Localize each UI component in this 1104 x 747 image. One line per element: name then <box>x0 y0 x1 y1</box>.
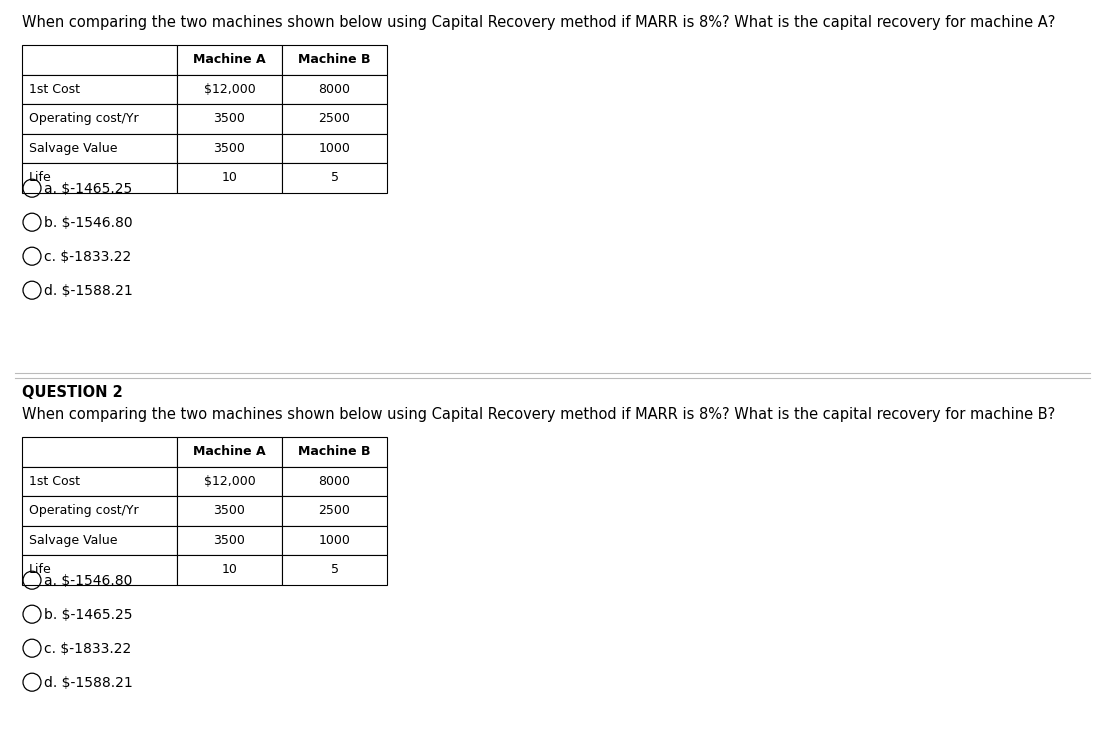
Text: c. $-1833.22: c. $-1833.22 <box>44 642 131 656</box>
Bar <box>282 163 388 193</box>
Bar <box>177 104 282 134</box>
Bar <box>177 555 282 584</box>
Text: Salvage Value: Salvage Value <box>29 534 117 547</box>
Bar <box>282 496 388 525</box>
Bar <box>22 163 177 193</box>
Text: a. $-1465.25: a. $-1465.25 <box>44 182 132 196</box>
Text: Salvage Value: Salvage Value <box>29 142 117 155</box>
Text: 8000: 8000 <box>318 83 350 96</box>
Text: 2500: 2500 <box>319 504 350 517</box>
Bar <box>22 104 177 134</box>
Text: Machine A: Machine A <box>193 53 266 66</box>
Bar <box>177 437 282 466</box>
Text: 3500: 3500 <box>213 112 245 125</box>
Text: Operating cost/Yr: Operating cost/Yr <box>29 504 139 517</box>
Text: 1000: 1000 <box>319 142 350 155</box>
Text: 10: 10 <box>222 563 237 576</box>
Text: 5: 5 <box>330 563 339 576</box>
Text: Machine B: Machine B <box>298 445 371 458</box>
Text: 3500: 3500 <box>213 534 245 547</box>
Text: a. $-1546.80: a. $-1546.80 <box>44 574 132 588</box>
Bar <box>177 134 282 163</box>
Text: Life: Life <box>29 171 52 185</box>
Bar <box>282 45 388 75</box>
Bar <box>22 75 177 104</box>
Bar <box>282 555 388 584</box>
Bar <box>22 525 177 555</box>
Bar <box>22 555 177 584</box>
Text: $12,000: $12,000 <box>203 475 255 488</box>
Text: 3500: 3500 <box>213 504 245 517</box>
Text: $12,000: $12,000 <box>203 83 255 96</box>
Bar <box>22 134 177 163</box>
Text: c. $-1833.22: c. $-1833.22 <box>44 250 131 264</box>
Bar <box>282 75 388 104</box>
Bar <box>177 466 282 496</box>
Text: Machine B: Machine B <box>298 53 371 66</box>
Text: 2500: 2500 <box>319 112 350 125</box>
Text: When comparing the two machines shown below using Capital Recovery method if MAR: When comparing the two machines shown be… <box>22 15 1055 30</box>
Bar <box>22 496 177 525</box>
Text: Operating cost/Yr: Operating cost/Yr <box>29 112 139 125</box>
Text: QUESTION 2: QUESTION 2 <box>22 385 123 400</box>
Bar <box>177 496 282 525</box>
Text: Life: Life <box>29 563 52 576</box>
Bar <box>282 437 388 466</box>
Text: 1000: 1000 <box>319 534 350 547</box>
Text: 5: 5 <box>330 171 339 185</box>
Text: d. $-1588.21: d. $-1588.21 <box>44 284 132 298</box>
Text: 1st Cost: 1st Cost <box>29 83 79 96</box>
Bar <box>22 466 177 496</box>
Text: 10: 10 <box>222 171 237 185</box>
Bar <box>282 466 388 496</box>
Text: b. $-1465.25: b. $-1465.25 <box>44 608 132 622</box>
Text: Machine A: Machine A <box>193 445 266 458</box>
Bar <box>22 45 177 75</box>
Bar <box>177 525 282 555</box>
Text: 8000: 8000 <box>318 475 350 488</box>
Text: d. $-1588.21: d. $-1588.21 <box>44 676 132 690</box>
Bar <box>282 525 388 555</box>
Text: b. $-1546.80: b. $-1546.80 <box>44 216 132 230</box>
Bar <box>177 45 282 75</box>
Bar <box>282 104 388 134</box>
Bar <box>282 134 388 163</box>
Text: 3500: 3500 <box>213 142 245 155</box>
Bar <box>177 75 282 104</box>
Text: When comparing the two machines shown below using Capital Recovery method if MAR: When comparing the two machines shown be… <box>22 407 1055 422</box>
Text: 1st Cost: 1st Cost <box>29 475 79 488</box>
Bar <box>177 163 282 193</box>
Bar <box>22 437 177 466</box>
